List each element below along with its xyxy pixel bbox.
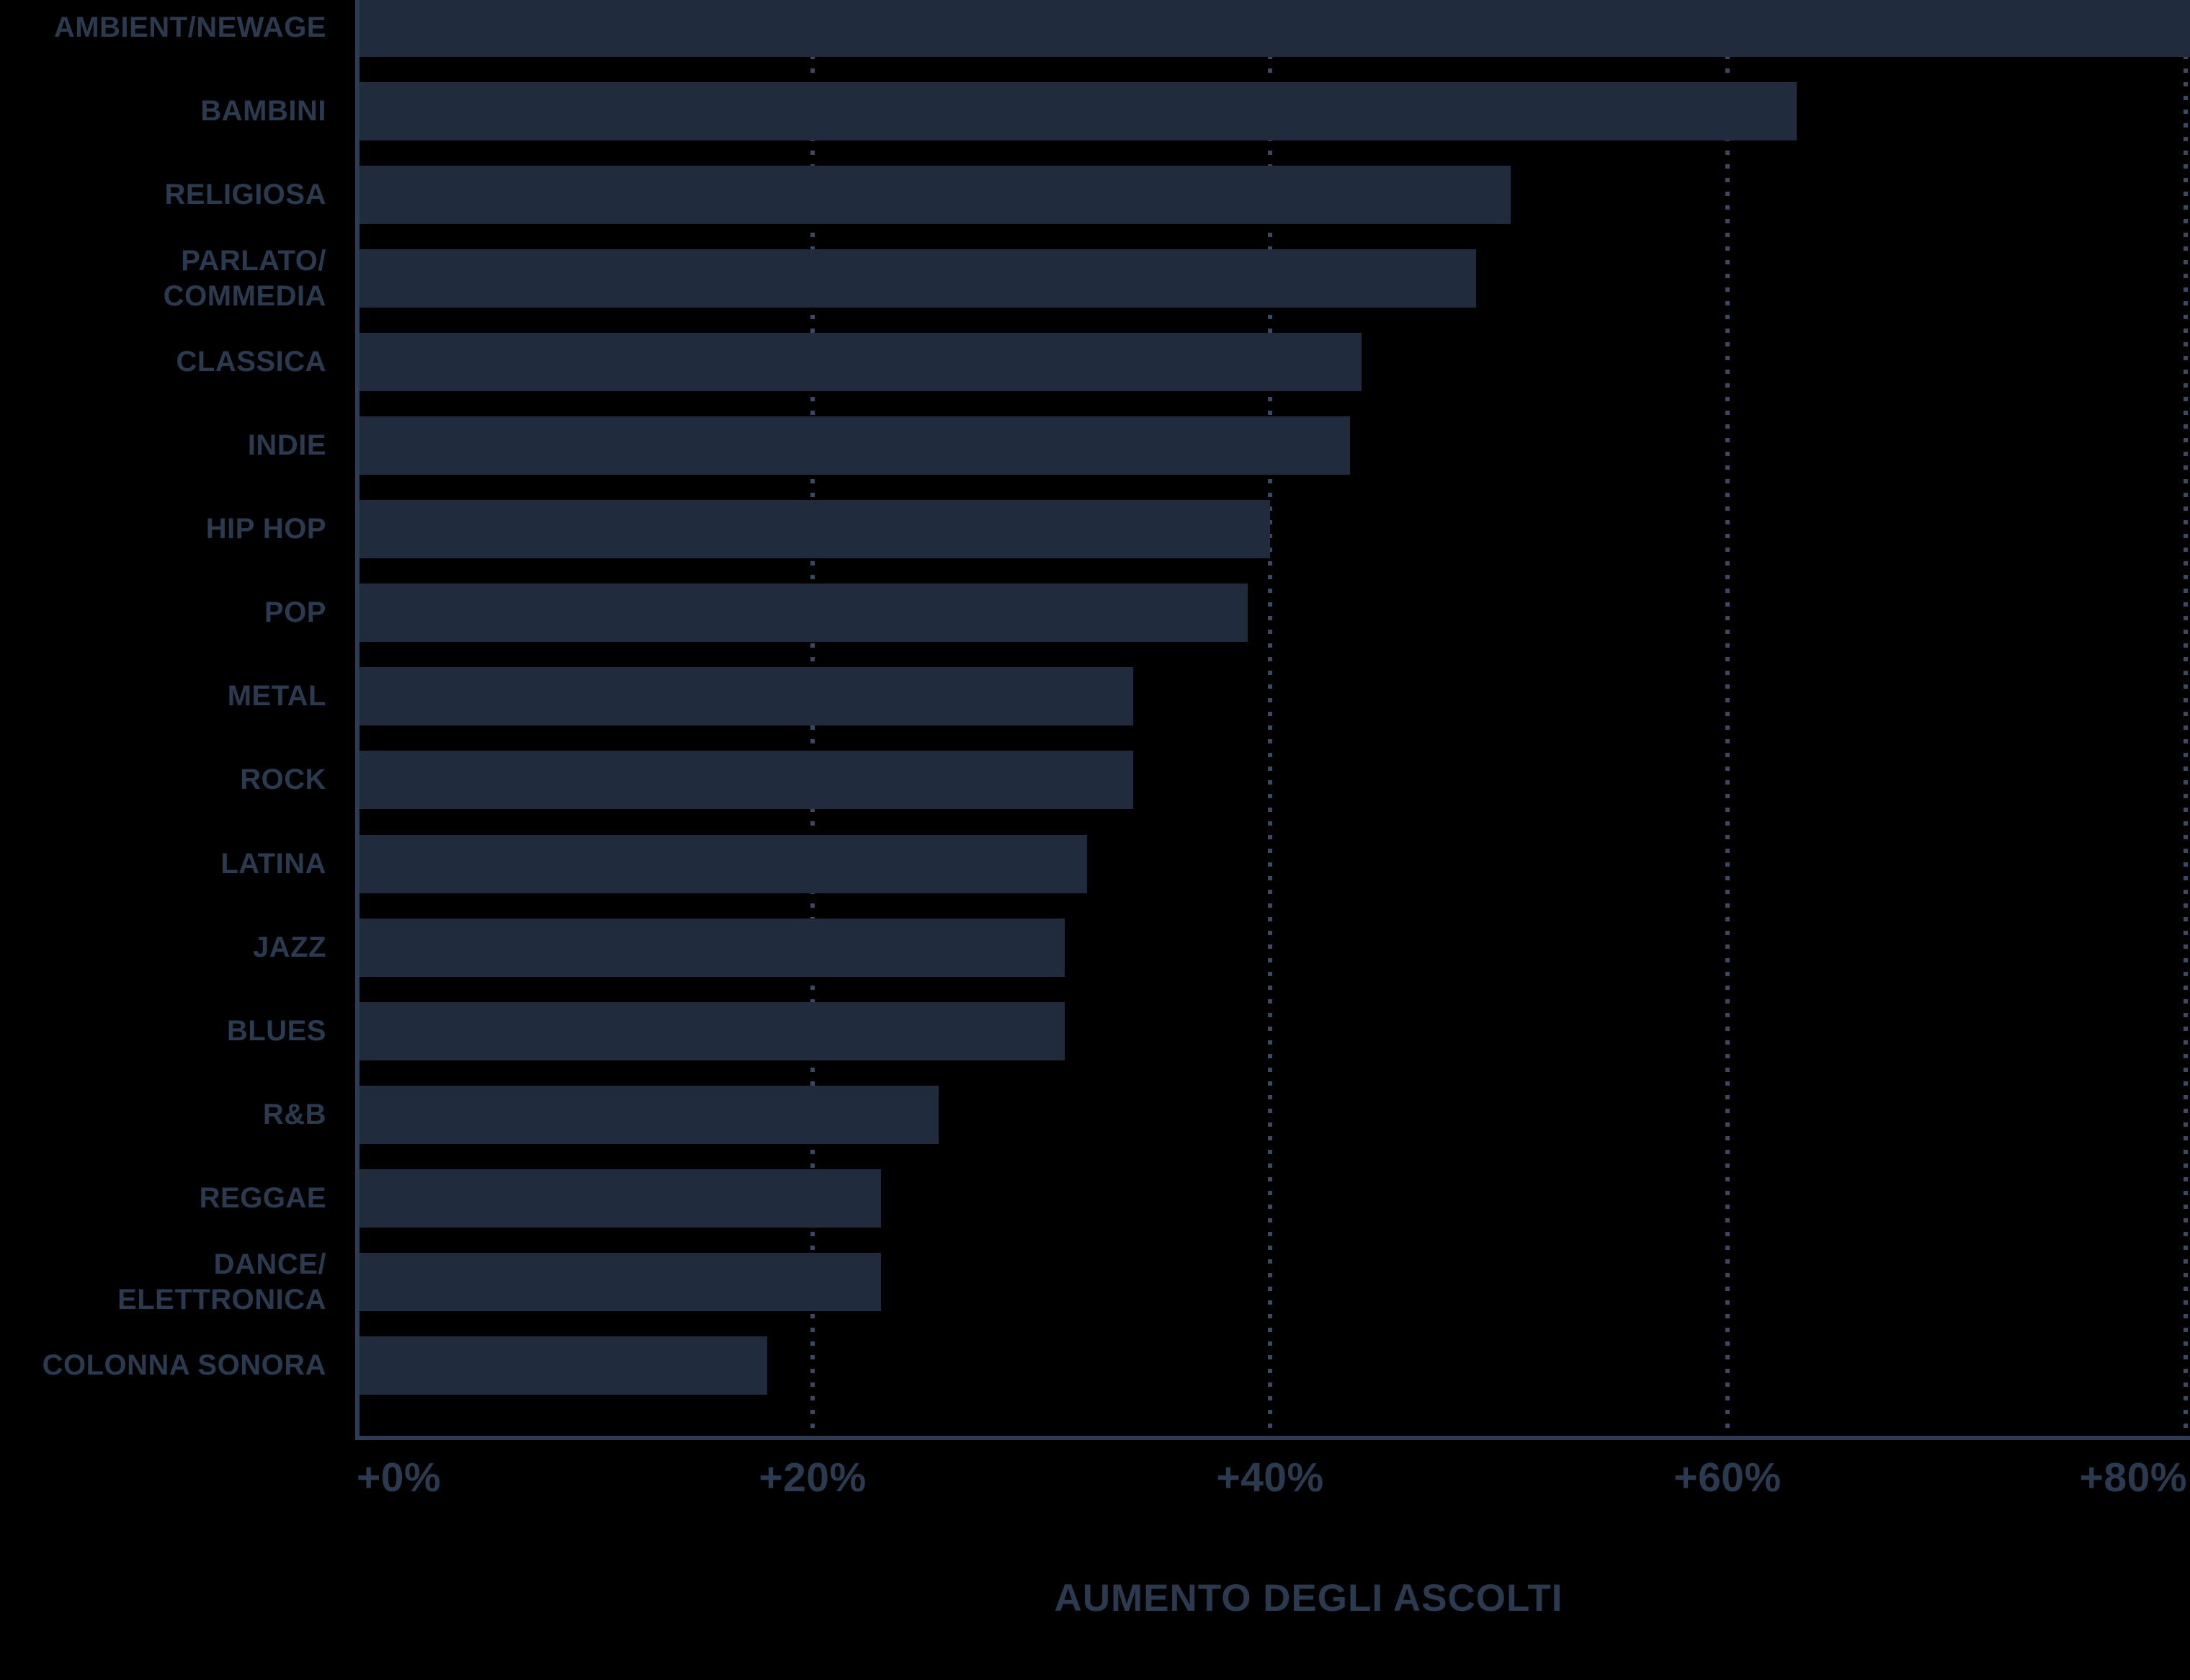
category-label: DANCE/ ELETTRONICA xyxy=(117,1248,326,1315)
category-label: INDIE xyxy=(247,429,326,461)
category-label: ROCK xyxy=(240,764,326,795)
category-label: COLONNA SONORA xyxy=(42,1349,326,1381)
category-label: BLUES xyxy=(226,1015,326,1047)
category-label: HIP HOP xyxy=(205,513,326,545)
x-axis-line xyxy=(355,1436,2190,1440)
gridline-40pct xyxy=(1268,0,1272,1436)
x-axis-title: AUMENTO DEGLI ASCOLTI xyxy=(1054,1577,1563,1619)
category-label: AMBIENT/NEWAGE xyxy=(53,12,326,43)
bar xyxy=(355,584,1248,642)
category-label: METAL xyxy=(227,680,326,712)
bar xyxy=(355,166,1511,224)
bar xyxy=(355,835,1087,893)
bar xyxy=(355,82,1797,140)
bar xyxy=(355,1336,767,1395)
category-label: BAMBINI xyxy=(200,95,326,127)
category-label: R&B xyxy=(262,1099,326,1130)
gridline-60pct xyxy=(1725,0,1730,1436)
bar xyxy=(355,333,1362,391)
bar xyxy=(355,667,1133,725)
bar xyxy=(355,249,1476,308)
bar xyxy=(355,0,2190,57)
bar xyxy=(355,1002,1065,1060)
category-label: REGGAE xyxy=(199,1182,326,1214)
bar xyxy=(355,1253,881,1311)
x-tick-label: +20% xyxy=(759,1455,867,1501)
x-tick-label: +40% xyxy=(1216,1455,1324,1501)
bar xyxy=(355,919,1065,977)
category-label: PARLATO/ COMMEDIA xyxy=(163,244,326,312)
category-labels-column: AMBIENT/NEWAGE BAMBINI RELIGIOSA PARLATO/ C… xyxy=(0,0,326,1436)
category-label: LATINA xyxy=(220,848,326,880)
gridline-80pct xyxy=(2184,0,2188,1436)
x-tick-label: +0% xyxy=(357,1455,442,1501)
y-axis-line xyxy=(355,0,359,1440)
bar xyxy=(355,500,1270,558)
x-tick-label: +80% xyxy=(2079,1455,2187,1501)
category-label: JAZZ xyxy=(253,931,326,963)
category-label: CLASSICA xyxy=(176,346,326,377)
bars-layer xyxy=(355,0,2190,1436)
bar xyxy=(355,1169,881,1228)
bar xyxy=(355,1086,939,1144)
category-label: RELIGIOSA xyxy=(164,179,326,210)
bar xyxy=(355,751,1133,809)
bar xyxy=(355,416,1350,475)
x-tick-label: +60% xyxy=(1673,1455,1782,1501)
category-label: POP xyxy=(264,597,326,628)
